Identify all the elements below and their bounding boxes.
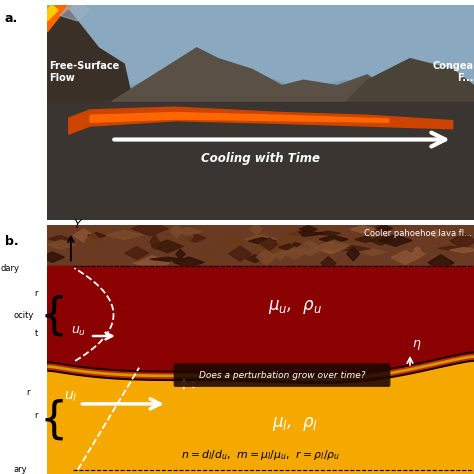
Polygon shape xyxy=(47,5,474,102)
Text: r: r xyxy=(35,410,38,419)
Polygon shape xyxy=(450,234,474,249)
Polygon shape xyxy=(321,256,336,270)
Polygon shape xyxy=(246,255,264,263)
Polygon shape xyxy=(355,236,376,243)
Text: dary: dary xyxy=(0,264,19,273)
Polygon shape xyxy=(257,249,276,265)
Polygon shape xyxy=(90,113,389,122)
Polygon shape xyxy=(391,251,419,264)
Text: Congea
F...: Congea F... xyxy=(432,61,473,83)
Polygon shape xyxy=(170,224,182,238)
Text: Cooling with Time: Cooling with Time xyxy=(201,152,320,165)
Polygon shape xyxy=(47,240,76,249)
Polygon shape xyxy=(176,250,185,258)
Polygon shape xyxy=(346,59,474,102)
Polygon shape xyxy=(125,247,149,259)
Polygon shape xyxy=(111,48,474,102)
Polygon shape xyxy=(438,246,464,250)
Text: ary: ary xyxy=(13,465,27,474)
Polygon shape xyxy=(319,235,348,243)
Polygon shape xyxy=(201,252,219,263)
Polygon shape xyxy=(287,231,324,236)
Polygon shape xyxy=(347,247,360,261)
Polygon shape xyxy=(60,5,90,21)
Text: $\mu_u$,  $\rho_u$: $\mu_u$, $\rho_u$ xyxy=(268,298,322,316)
Polygon shape xyxy=(428,255,454,271)
Polygon shape xyxy=(47,5,73,32)
Polygon shape xyxy=(315,242,346,254)
Polygon shape xyxy=(47,102,474,220)
FancyBboxPatch shape xyxy=(173,364,391,387)
Text: $t$: $t$ xyxy=(191,378,197,391)
Text: $n = d_l/d_u$,  $m = \mu_l/\mu_u$,  $r = \rho_l/\rho_u$: $n = d_l/d_u$, $m = \mu_l/\mu_u$, $r = \… xyxy=(181,448,340,462)
Polygon shape xyxy=(299,226,317,233)
Polygon shape xyxy=(411,250,425,258)
Polygon shape xyxy=(450,247,474,253)
Text: $u_l$: $u_l$ xyxy=(64,390,77,404)
Polygon shape xyxy=(173,257,204,268)
Text: ocity: ocity xyxy=(13,311,34,320)
Polygon shape xyxy=(369,236,392,245)
Polygon shape xyxy=(88,233,106,239)
Polygon shape xyxy=(283,249,321,254)
Text: r: r xyxy=(35,289,38,298)
Polygon shape xyxy=(250,223,262,235)
Polygon shape xyxy=(41,252,64,263)
Polygon shape xyxy=(378,235,412,246)
Polygon shape xyxy=(261,238,278,251)
Polygon shape xyxy=(377,226,392,231)
Polygon shape xyxy=(317,231,340,235)
Polygon shape xyxy=(132,221,168,236)
Text: {: { xyxy=(40,398,68,441)
Text: $Y$: $Y$ xyxy=(73,218,83,230)
Polygon shape xyxy=(361,249,385,256)
Polygon shape xyxy=(151,240,183,253)
Polygon shape xyxy=(319,240,350,251)
Text: $\mu_l$,  $\rho_l$: $\mu_l$, $\rho_l$ xyxy=(272,415,318,433)
Polygon shape xyxy=(47,10,133,102)
Text: $\eta$: $\eta$ xyxy=(412,337,422,352)
Polygon shape xyxy=(47,70,474,102)
Text: Does a perturbation grow over time?: Does a perturbation grow over time? xyxy=(199,371,365,380)
Polygon shape xyxy=(150,257,185,261)
Polygon shape xyxy=(273,245,288,260)
Polygon shape xyxy=(47,225,474,266)
Polygon shape xyxy=(414,247,421,252)
Polygon shape xyxy=(106,230,143,240)
Polygon shape xyxy=(85,234,101,247)
Polygon shape xyxy=(47,5,58,21)
Text: t: t xyxy=(35,329,38,338)
Polygon shape xyxy=(255,239,286,255)
Polygon shape xyxy=(136,255,169,271)
Text: Free-Surface
Flow: Free-Surface Flow xyxy=(50,61,120,83)
Polygon shape xyxy=(279,242,310,253)
Polygon shape xyxy=(47,365,474,474)
Polygon shape xyxy=(73,229,94,242)
Text: {: { xyxy=(40,294,68,337)
Polygon shape xyxy=(373,224,388,234)
Polygon shape xyxy=(248,237,276,245)
Polygon shape xyxy=(184,234,206,242)
Polygon shape xyxy=(350,226,376,233)
Polygon shape xyxy=(69,107,453,134)
Polygon shape xyxy=(47,266,474,365)
Polygon shape xyxy=(335,246,370,252)
Text: b.: b. xyxy=(5,235,18,247)
Polygon shape xyxy=(150,235,160,249)
Text: $u_u$: $u_u$ xyxy=(71,325,86,338)
Polygon shape xyxy=(296,241,323,256)
Text: Cooler pahoehoe lava fl...: Cooler pahoehoe lava fl... xyxy=(364,229,472,238)
Polygon shape xyxy=(431,229,441,238)
Polygon shape xyxy=(48,236,71,242)
Text: a.: a. xyxy=(5,12,18,25)
Polygon shape xyxy=(283,247,306,259)
Text: r: r xyxy=(26,388,29,397)
Polygon shape xyxy=(282,228,301,244)
Polygon shape xyxy=(134,261,150,265)
Polygon shape xyxy=(229,246,252,261)
Polygon shape xyxy=(181,231,193,243)
Polygon shape xyxy=(216,235,246,249)
Polygon shape xyxy=(175,228,202,235)
Polygon shape xyxy=(245,235,277,243)
